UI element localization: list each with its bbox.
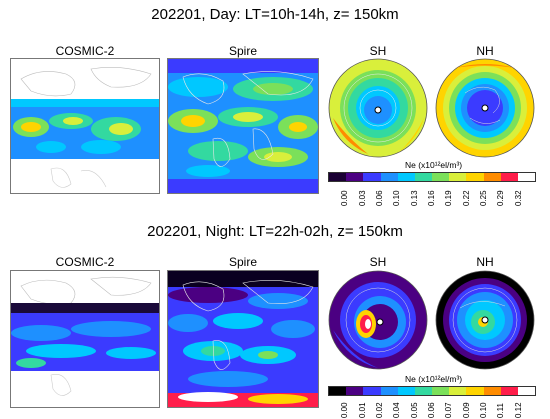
day-spire-label: Spire: [228, 44, 257, 58]
colorbar-tick-label: 0.06: [375, 190, 384, 206]
colorbar-swatch: [483, 387, 501, 395]
coastline-outline: [20, 276, 152, 305]
colorbar-swatch: [483, 173, 501, 181]
day-nh-label: NH: [476, 44, 494, 58]
colorbar-swatch: [380, 173, 398, 181]
colorbar-swatch: [466, 173, 484, 181]
colorbar-tick-label: 0.09: [461, 402, 471, 418]
colorbar-swatch: [363, 173, 381, 181]
coastline-outline: [182, 280, 314, 370]
day-colorbar: [328, 172, 536, 182]
colorbar-swatch: [363, 387, 381, 395]
night-sh-polar-map: [328, 268, 428, 372]
night-colorbar: [328, 386, 536, 396]
colorbar-tick-label: 0.01: [357, 402, 367, 418]
colorbar-swatch: [432, 173, 450, 181]
night-cosmic-label: COSMIC-2: [55, 255, 115, 269]
colorbar-swatch: [329, 173, 347, 181]
colorbar-tick-label: 0.13: [409, 190, 419, 206]
colorbar-swatch: [432, 387, 450, 395]
night-spire-map: [167, 270, 319, 408]
colorbar-tick-label: 0.22: [461, 190, 471, 206]
colorbar-tick-label: 0.25: [479, 190, 488, 206]
colorbar-swatch: [449, 173, 467, 181]
colorbar-tick-label: 0.19: [444, 190, 454, 206]
colorbar-swatch: [466, 387, 484, 395]
colorbar-swatch: [346, 387, 364, 395]
colorbar-tick-label: 0.03: [357, 190, 367, 206]
colorbar-tick-label: 0.11: [496, 403, 506, 418]
colorbar-tick-label: 0.10: [392, 190, 402, 206]
colorbar-tick-label: 0.12: [513, 402, 523, 418]
day-sh-polar-map: [328, 58, 428, 158]
night-nh-label: NH: [476, 255, 494, 269]
colorbar-tick-label: 0.10: [479, 402, 488, 418]
colorbar-swatch: [414, 387, 433, 395]
colorbar-tick-label: 0.00: [340, 402, 350, 418]
night-cosmic-map: [10, 270, 160, 408]
colorbar-swatch: [397, 387, 415, 395]
colorbar-tick-label: 0.05: [409, 402, 419, 418]
colorbar-swatch: [517, 387, 536, 395]
colorbar-tick-label: 0.07: [444, 402, 454, 418]
colorbar-swatch: [517, 173, 536, 181]
colorbar-tick-label: 0.16: [427, 190, 436, 206]
colorbar-tick-label: 0.04: [392, 402, 402, 418]
colorbar-tick-label: 0.32: [513, 190, 523, 206]
colorbar-swatch: [346, 173, 364, 181]
night-title: 202201, Night: LT=22h-02h, z= 150km: [147, 223, 403, 240]
day-colorbar-unit: Ne (x10¹²el/m³): [405, 160, 463, 170]
day-spire-map: [167, 58, 319, 194]
day-sh-label: SH: [369, 44, 387, 58]
colorbar-tick-label: 0.06: [427, 402, 436, 418]
colorbar-tick-label: 0.00: [340, 190, 350, 206]
colorbar-tick-label: 0.29: [496, 190, 506, 206]
colorbar-swatch: [329, 387, 347, 395]
night-sh-label: SH: [369, 255, 387, 269]
day-cosmic-map: [10, 58, 160, 194]
colorbar-swatch: [500, 387, 518, 395]
colorbar-swatch: [414, 173, 433, 181]
night-nh-polar-map: [435, 268, 535, 372]
night-colorbar-unit: Ne (x10¹²el/m³): [405, 374, 463, 384]
night-spire-label: Spire: [228, 255, 257, 269]
colorbar-swatch: [397, 173, 415, 181]
day-cosmic-label: COSMIC-2: [55, 44, 115, 58]
day-title: 202201, Day: LT=10h-14h, z= 150km: [151, 6, 399, 23]
day-nh-polar-map: [435, 58, 535, 158]
colorbar-tick-label: 0.02: [375, 402, 384, 418]
colorbar-swatch: [380, 387, 398, 395]
colorbar-swatch: [500, 173, 518, 181]
colorbar-swatch: [449, 387, 467, 395]
coastline-outline: [182, 71, 314, 167]
